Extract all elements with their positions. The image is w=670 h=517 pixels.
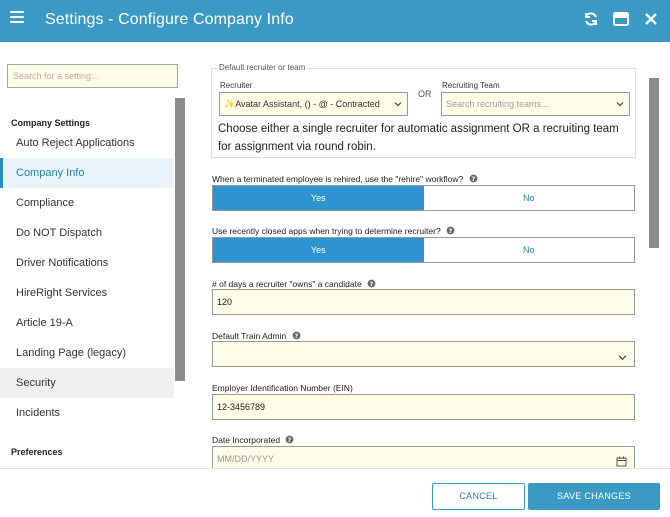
window-icon[interactable] [612,10,630,28]
svg-text:?: ? [370,281,374,288]
svg-text:?: ? [294,333,298,340]
footer-bar: CANCEL SAVE CHANGES [0,468,670,517]
ein-input[interactable]: 12-3456789 [212,394,635,420]
help-icon[interactable]: ? [446,226,455,237]
ein-value: 12-3456789 [217,402,266,412]
days-owned-input[interactable]: 120 [212,289,635,315]
main-scrollbar[interactable] [649,78,659,248]
cancel-button[interactable]: CANCEL [432,483,525,510]
fieldset-legend: Default recruiter or team [217,63,308,72]
rehire-question-text: When a terminated employee is rehired, u… [212,174,464,184]
recruiting-team-select[interactable]: Search recruiting teams... [441,92,630,116]
chevron-down-icon [618,347,627,371]
chevron-down-icon [394,94,402,115]
days-owned-question: # of days a recruiter "owns" a candidate… [212,279,376,290]
help-icon[interactable]: ? [285,435,294,446]
closed-apps-no-option[interactable]: No [522,245,535,255]
settings-main-panel: Default recruiter or team Recruiter ✨Ava… [200,42,670,468]
help-icon[interactable]: ? [469,174,478,185]
sidebar-item-article-19a[interactable]: Article 19-A [16,317,73,329]
help-icon[interactable]: ? [367,279,376,290]
rehire-question: When a terminated employee is rehired, u… [212,174,478,185]
recruiter-hint-text: Choose either a single recruiter for aut… [218,123,619,153]
closed-apps-question: Use recently closed apps when trying to … [212,226,455,237]
save-changes-button[interactable]: SAVE CHANGES [528,483,660,510]
sidebar-item-compliance[interactable]: Compliance [16,197,75,209]
sidebar-item-security[interactable]: Security [0,368,174,398]
group-title-preferences: Preferences [11,447,63,457]
sidebar-item-incidents[interactable]: Incidents [16,407,61,419]
date-incorporated-question: Date Incorporated ? [212,435,294,446]
header-bar: Settings - Configure Company Info [0,0,670,42]
svg-text:?: ? [449,228,453,235]
closed-apps-question-text: Use recently closed apps when trying to … [212,226,441,236]
train-admin-question: Default Train Admin ? [212,331,301,342]
train-admin-select[interactable] [212,341,635,367]
date-incorporated-input[interactable]: MM/DD/YYYY [212,446,635,468]
rehire-yes-option[interactable]: Yes [213,186,424,210]
sidebar-item-landing-page[interactable]: Landing Page (legacy) [16,347,127,359]
days-owned-value: 120 [217,297,233,307]
sidebar-item-driver-notifications[interactable]: Driver Notifications [16,257,109,269]
train-admin-question-text: Default Train Admin [212,331,287,341]
svg-text:?: ? [471,176,475,183]
sidebar-item-auto-reject[interactable]: Auto Reject Applications [16,137,135,149]
days-owned-question-text: # of days a recruiter "owns" a candidate [212,279,362,289]
chevron-down-icon [616,94,624,115]
sidebar-scrollbar[interactable] [175,98,185,381]
sidebar-item-hireright-services[interactable]: HireRight Services [16,287,108,299]
closed-apps-toggle: Yes No [212,237,635,263]
rehire-no-option[interactable]: No [522,193,535,203]
closed-apps-yes-option[interactable]: Yes [213,238,424,262]
help-icon[interactable]: ? [292,331,301,342]
group-title-company-settings: Company Settings [11,118,91,128]
recruiter-select-value: ✨Avatar Assistant, () - @ - Contracted [224,99,380,109]
default-recruiter-fieldset: Default recruiter or team Recruiter ✨Ava… [211,63,636,158]
header-actions [582,10,660,28]
calendar-icon[interactable] [616,452,627,468]
rehire-toggle: Yes No [212,185,635,211]
settings-search-input[interactable] [7,64,178,88]
svg-text:?: ? [288,437,292,444]
refresh-icon[interactable] [582,10,600,28]
or-separator: OR [418,89,432,99]
close-icon[interactable] [642,10,660,28]
recruiter-label: Recruiter [220,81,253,90]
recruiting-team-placeholder: Search recruiting teams... [446,99,549,109]
date-incorporated-question-text: Date Incorporated [212,435,281,445]
menu-icon[interactable] [10,11,24,25]
sidebar-item-do-not-dispatch[interactable]: Do NOT Dispatch [16,227,102,239]
recruiting-team-label: Recruiting Team [442,81,500,90]
date-incorporated-placeholder: MM/DD/YYYY [217,454,275,464]
sidebar-item-company-info[interactable]: Company Info [0,158,174,188]
ein-label: Employer Identification Number (EIN) [212,383,353,393]
page-title: Settings - Configure Company Info [45,11,294,28]
recruiter-select[interactable]: ✨Avatar Assistant, () - @ - Contracted [219,92,408,116]
settings-sidebar: Company Settings Auto Reject Application… [0,42,186,468]
ein-label-text: Employer Identification Number (EIN) [212,383,353,393]
